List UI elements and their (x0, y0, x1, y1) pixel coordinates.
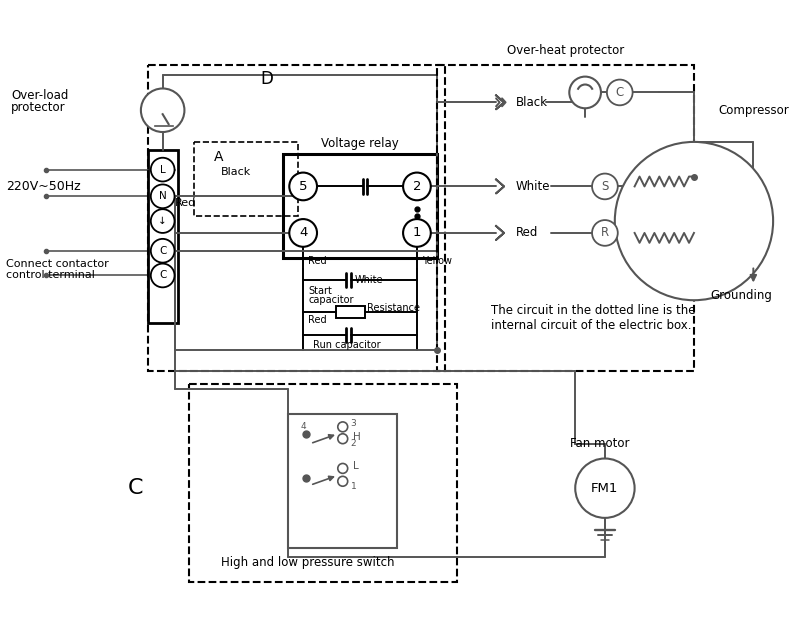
Text: internal circuit of the electric box.: internal circuit of the electric box. (491, 319, 692, 332)
Bar (283, 154, 437, 258)
Text: Over-heat protector: Over-heat protector (507, 44, 624, 58)
Circle shape (592, 173, 618, 199)
Circle shape (141, 88, 185, 132)
Bar (148, 65, 445, 371)
Circle shape (569, 77, 601, 108)
Text: L: L (353, 461, 358, 472)
Text: R: R (601, 227, 609, 239)
Text: FM1: FM1 (591, 482, 618, 495)
Circle shape (150, 239, 174, 262)
Text: Red: Red (174, 198, 196, 208)
Bar (194, 142, 298, 216)
Text: protector: protector (11, 100, 66, 114)
Circle shape (150, 209, 174, 233)
Text: Connect contactor: Connect contactor (6, 259, 109, 269)
Text: 1: 1 (412, 227, 421, 239)
Text: C: C (159, 271, 166, 280)
Circle shape (150, 184, 174, 208)
Circle shape (338, 422, 348, 432)
Text: Start: Start (308, 286, 332, 296)
Circle shape (150, 157, 174, 182)
Text: Run capacitor: Run capacitor (313, 340, 380, 349)
Bar (336, 306, 365, 318)
Text: 2: 2 (351, 439, 357, 448)
Text: Red: Red (308, 315, 326, 325)
Text: The circuit in the dotted line is the: The circuit in the dotted line is the (491, 303, 696, 317)
Circle shape (576, 458, 634, 518)
Text: control terminal: control terminal (6, 271, 96, 280)
Text: 3: 3 (351, 419, 357, 428)
Circle shape (338, 476, 348, 486)
Circle shape (338, 463, 348, 474)
Text: 4: 4 (299, 227, 307, 239)
Circle shape (607, 79, 633, 106)
Text: A: A (214, 150, 224, 164)
Text: Red: Red (308, 255, 326, 266)
Text: C: C (159, 246, 166, 256)
Text: Red: Red (516, 227, 538, 239)
Circle shape (403, 219, 431, 247)
Circle shape (615, 142, 773, 300)
Text: Over-load: Over-load (11, 89, 68, 102)
Text: 220V~50Hz: 220V~50Hz (6, 180, 81, 193)
Text: capacitor: capacitor (308, 295, 353, 305)
Text: Voltage relay: Voltage relay (321, 138, 399, 150)
Text: Resistance: Resistance (368, 303, 420, 313)
Text: White: White (516, 180, 550, 193)
Bar (437, 65, 694, 371)
Text: C: C (128, 478, 143, 498)
Text: Compressor: Compressor (718, 104, 789, 116)
Text: N: N (158, 191, 166, 202)
Text: Black: Black (221, 166, 252, 177)
Bar (148, 150, 178, 323)
Text: Grounding: Grounding (711, 289, 772, 302)
Circle shape (150, 264, 174, 287)
Text: 1: 1 (351, 482, 357, 491)
Text: L: L (160, 164, 166, 175)
Text: 5: 5 (299, 180, 307, 193)
Text: C: C (615, 86, 624, 99)
Text: ↓: ↓ (158, 216, 167, 226)
Text: White: White (354, 275, 383, 285)
Text: 4: 4 (300, 422, 306, 431)
Text: Fan motor: Fan motor (570, 437, 630, 450)
Circle shape (403, 173, 431, 200)
Text: Yellow: Yellow (422, 255, 452, 266)
Bar (189, 384, 457, 582)
Text: H: H (353, 432, 361, 442)
Text: Black: Black (516, 96, 548, 109)
Circle shape (338, 434, 348, 444)
Text: D: D (260, 70, 273, 88)
Text: S: S (601, 180, 609, 193)
Text: High and low pressure switch: High and low pressure switch (221, 556, 395, 569)
Text: 2: 2 (412, 180, 421, 193)
Circle shape (592, 220, 618, 246)
Circle shape (289, 173, 317, 200)
Bar (288, 414, 397, 548)
Circle shape (289, 219, 317, 247)
